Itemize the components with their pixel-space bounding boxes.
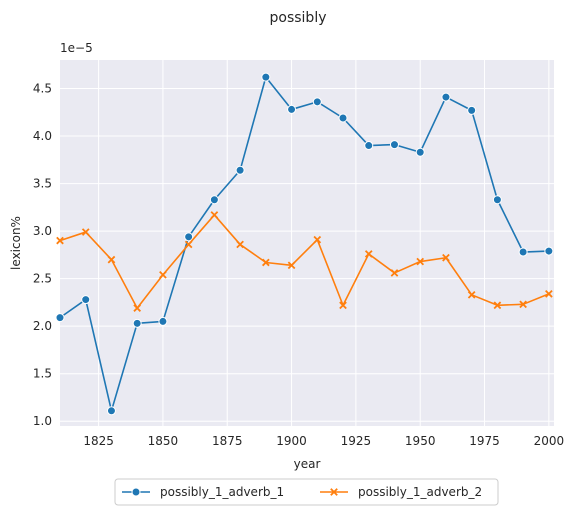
data-point — [442, 93, 450, 101]
y-tick-label: 3.5 — [33, 177, 52, 191]
legend-marker — [132, 488, 140, 496]
data-point — [313, 98, 321, 106]
data-point — [519, 248, 527, 256]
data-point — [159, 317, 167, 325]
data-point — [185, 233, 193, 241]
x-tick-label: 1975 — [469, 434, 500, 448]
data-point — [288, 105, 296, 113]
x-axis-label: year — [294, 457, 321, 471]
chart-title: possibly — [270, 10, 327, 26]
x-tick-label: 2000 — [534, 434, 565, 448]
x-tick-label: 1925 — [341, 434, 372, 448]
plot-area — [60, 60, 554, 426]
y-tick-label: 2.0 — [33, 319, 52, 333]
legend: possibly_1_adverb_1 possibly_1_adverb_2 — [115, 479, 498, 505]
x-tick-label: 1875 — [212, 434, 243, 448]
data-point — [545, 247, 553, 255]
legend-label: possibly_1_adverb_2 — [358, 485, 482, 499]
y-tick-label: 1.0 — [33, 414, 52, 428]
data-point — [107, 407, 115, 415]
data-point — [339, 114, 347, 122]
x-tick-label: 1900 — [276, 434, 307, 448]
y-axis-offset-label: 1e−5 — [60, 41, 93, 55]
y-axis-label: lexicon% — [9, 216, 23, 270]
data-point — [56, 314, 64, 322]
legend-label: possibly_1_adverb_1 — [160, 485, 284, 499]
data-point — [236, 166, 244, 174]
data-point — [468, 106, 476, 114]
y-axis-ticks: 1.0 1.5 2.0 2.5 3.0 3.5 4.0 4.5 — [33, 82, 52, 429]
data-point — [210, 196, 218, 204]
y-tick-label: 1.5 — [33, 367, 52, 381]
y-tick-label: 4.0 — [33, 129, 52, 143]
data-point — [262, 73, 270, 81]
data-point — [365, 142, 373, 150]
data-point — [133, 319, 141, 327]
data-point — [416, 148, 424, 156]
y-tick-label: 3.0 — [33, 224, 52, 238]
data-point — [82, 296, 90, 304]
data-point — [390, 141, 398, 149]
data-point — [493, 196, 501, 204]
x-tick-label: 1950 — [405, 434, 436, 448]
y-tick-label: 4.5 — [33, 82, 52, 96]
x-tick-label: 1850 — [148, 434, 179, 448]
x-axis-ticks: 1825 1850 1875 1900 1925 1950 1975 2000 — [83, 434, 564, 448]
x-tick-label: 1825 — [83, 434, 114, 448]
y-tick-label: 2.5 — [33, 272, 52, 286]
